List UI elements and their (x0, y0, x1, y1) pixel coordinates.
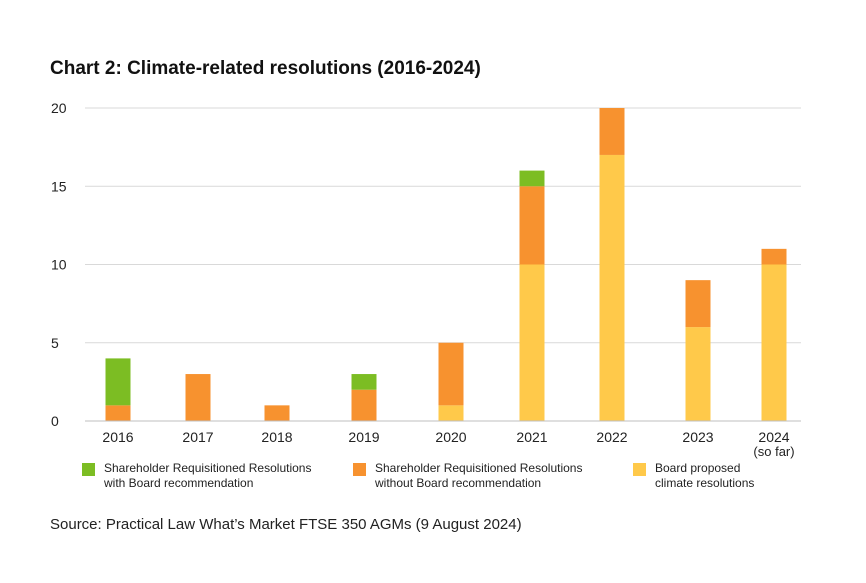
x-tick-label-2019: 2019 (348, 429, 379, 445)
legend-label: Shareholder Requisitioned Resolutions wit… (104, 461, 312, 490)
bar-2020-board (438, 405, 464, 421)
x-tick-label-2016: 2016 (102, 429, 133, 445)
bar-2016-shareholder_without (105, 405, 131, 421)
source-note: Source: Practical Law What’s Market FTSE… (50, 516, 522, 533)
x-tick-label-2024-sub: (so far) (753, 444, 794, 459)
bar-2019-shareholder_with (351, 374, 377, 390)
x-tick-label-2024: 2024 (758, 429, 789, 445)
x-tick-label-2020: 2020 (435, 429, 466, 445)
y-tick-label-20: 20 (51, 100, 67, 116)
y-tick-label-10: 10 (51, 257, 67, 273)
bar-2022-shareholder_without (599, 108, 625, 155)
x-tick-label-2018: 2018 (261, 429, 292, 445)
bar-2023-board (685, 327, 711, 421)
y-tick-label-5: 5 (51, 335, 59, 351)
legend-label: Shareholder Requisitioned Resolutions wit… (375, 461, 583, 490)
legend-label: Board proposed climate resolutions (655, 461, 755, 490)
bar-2021-shareholder_without (519, 186, 545, 265)
x-tick-label-2021: 2021 (516, 429, 547, 445)
bar-2024-shareholder_without (761, 248, 787, 265)
x-tick-label-2022: 2022 (596, 429, 627, 445)
bar-2019-shareholder_without (351, 389, 377, 421)
bar-2021-shareholder_with (519, 170, 545, 187)
chart-title: Chart 2: Climate-related resolutions (20… (50, 58, 481, 79)
bar-2022-board (599, 154, 625, 421)
bar-2020-shareholder_without (438, 342, 464, 406)
x-tick-label-2023: 2023 (682, 429, 713, 445)
legend-swatch (353, 463, 366, 476)
y-tick-label-15: 15 (51, 178, 67, 194)
legend-swatch (633, 463, 646, 476)
bar-2024-board (761, 264, 787, 421)
y-tick-label-0: 0 (51, 413, 59, 429)
bar-2021-board (519, 264, 545, 421)
bar-2023-shareholder_without (685, 280, 711, 328)
x-tick-label-2017: 2017 (182, 429, 213, 445)
bar-2018-shareholder_without (264, 405, 290, 421)
legend-swatch (82, 463, 95, 476)
bar-2016-shareholder_with (105, 358, 131, 406)
bar-2017-shareholder_without (185, 374, 211, 421)
